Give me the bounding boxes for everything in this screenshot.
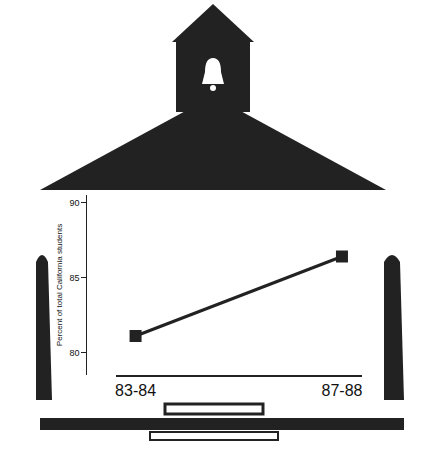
svg-text:87-88: 87-88 [321,382,362,399]
svg-text:Percent of total California st: Percent of total California students [55,224,64,346]
svg-text:90: 90 [69,198,79,208]
svg-text:83-84: 83-84 [115,382,156,399]
svg-text:80: 80 [69,348,79,358]
svg-text:85: 85 [69,273,79,283]
